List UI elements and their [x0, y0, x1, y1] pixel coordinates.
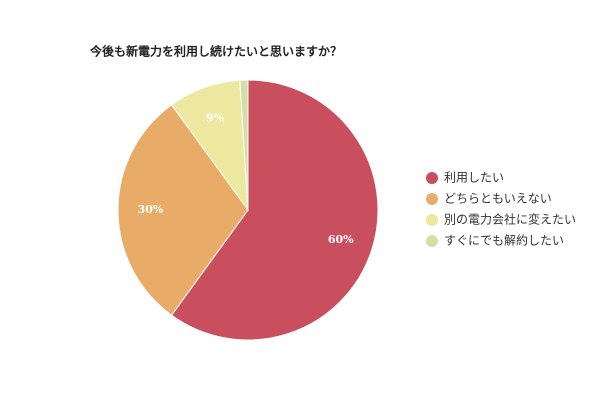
legend-marker [426, 214, 438, 226]
legend-label: 別の電力会社に変えたい [444, 212, 576, 227]
chart-title: 今後も新電力を利用し続けたいと思いますか？ [89, 44, 342, 59]
legend-marker [426, 172, 438, 184]
value-label: 30% [138, 203, 164, 216]
legend-marker [426, 193, 438, 205]
legend-label: すぐにでも解約したい [444, 233, 564, 248]
value-label: 60% [328, 233, 354, 246]
pie-slice [117, 104, 249, 316]
pie-slice [239, 79, 249, 211]
value-label: 9% [206, 111, 225, 124]
legend-label: どちらともいえない [444, 192, 552, 206]
legend-label: 利用したい [444, 171, 504, 185]
legend-marker [426, 235, 438, 247]
pie-slice [170, 79, 379, 341]
